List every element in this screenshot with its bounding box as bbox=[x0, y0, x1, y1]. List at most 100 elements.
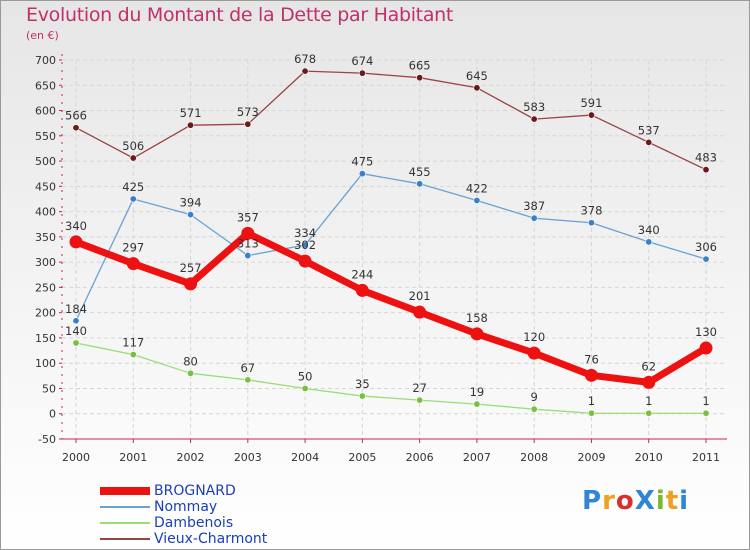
data-label-nommay: 306 bbox=[695, 240, 717, 254]
x-tick-label: 2006 bbox=[406, 451, 434, 464]
data-label-dambenois: 67 bbox=[240, 361, 255, 375]
data-point-dambenois bbox=[645, 409, 653, 417]
x-tick-label: 2010 bbox=[635, 451, 663, 464]
y-tick-label: 200 bbox=[35, 307, 56, 320]
data-point-brognard bbox=[642, 375, 656, 389]
data-point-vieux-charmont bbox=[530, 115, 538, 123]
y-tick-label: 650 bbox=[35, 79, 56, 92]
y-tick-label: 150 bbox=[35, 332, 56, 345]
data-point-nommay bbox=[473, 196, 481, 204]
data-point-dambenois bbox=[416, 396, 424, 404]
data-point-brognard bbox=[355, 283, 369, 297]
data-point-brognard bbox=[69, 235, 83, 249]
y-tick-label: 450 bbox=[35, 180, 56, 193]
logo-letter: X bbox=[634, 486, 656, 516]
data-point-vieux-charmont bbox=[187, 121, 195, 129]
x-tick-label: 2002 bbox=[177, 451, 205, 464]
data-label-vieux-charmont: 583 bbox=[523, 100, 545, 114]
data-point-vieux-charmont bbox=[358, 69, 366, 77]
data-label-dambenois: 50 bbox=[298, 369, 313, 383]
data-label-vieux-charmont: 591 bbox=[580, 96, 602, 110]
logo-letter: r bbox=[602, 486, 616, 516]
x-tick-label: 2009 bbox=[577, 451, 605, 464]
series-group bbox=[69, 67, 713, 417]
series-line-vieux-charmont bbox=[75, 70, 707, 171]
data-point-brognard bbox=[470, 327, 484, 341]
data-label-brognard: 257 bbox=[180, 261, 202, 275]
data-label-nommay: 425 bbox=[122, 180, 144, 194]
data-label-dambenois: 27 bbox=[412, 381, 427, 395]
data-label-brognard: 244 bbox=[351, 267, 373, 281]
series-line-nommay bbox=[75, 173, 707, 322]
chart-subtitle: (en €) bbox=[26, 29, 59, 42]
data-point-nommay bbox=[416, 180, 424, 188]
legend-label-dambenois: Dambenois bbox=[154, 515, 234, 531]
data-label-vieux-charmont: 566 bbox=[65, 109, 87, 123]
x-tick-labels: 2000 2001 2002 2003 2004 2005 2006 2007 2008 2009… bbox=[62, 451, 720, 464]
x-tick-label: 2011 bbox=[692, 451, 720, 464]
data-point-vieux-charmont bbox=[301, 67, 309, 75]
data-label-vieux-charmont: 571 bbox=[180, 106, 202, 120]
data-point-vieux-charmont bbox=[587, 111, 595, 119]
y-tick-label: 350 bbox=[35, 231, 56, 244]
data-point-vieux-charmont bbox=[702, 166, 710, 174]
data-label-dambenois: 19 bbox=[470, 385, 485, 399]
data-label-nommay: 394 bbox=[180, 196, 202, 210]
data-point-brognard bbox=[527, 346, 541, 360]
legend-swatch-brognard bbox=[100, 487, 150, 495]
data-label-brognard: 120 bbox=[523, 330, 545, 344]
data-label-vieux-charmont: 665 bbox=[409, 59, 431, 73]
x-tick-label: 2005 bbox=[348, 451, 376, 464]
y-tick-label: 300 bbox=[35, 256, 56, 269]
legend-swatch-vieux-charmont bbox=[100, 538, 150, 540]
y-tick-label: 600 bbox=[35, 105, 56, 118]
data-point-brognard bbox=[584, 368, 598, 382]
data-label-vieux-charmont: 678 bbox=[294, 52, 316, 66]
y-tick-labels: -50 0 50 100 150 200 250 300 350 400 450 500 550 600 6… bbox=[35, 54, 56, 446]
data-label-vieux-charmont: 645 bbox=[466, 69, 488, 83]
logo-letter: i bbox=[679, 486, 690, 516]
logo-letter: t bbox=[665, 486, 680, 516]
data-point-dambenois bbox=[129, 351, 137, 359]
legend-label-nommay: Nommay bbox=[154, 499, 218, 515]
data-label-brognard: 201 bbox=[409, 289, 431, 303]
legend-label-brognard: BROGNARD bbox=[154, 483, 236, 499]
y-tick-label: 400 bbox=[35, 206, 56, 219]
data-labels: 340 297 257 357 302 244 201 158 120 76 62 130 184 425… bbox=[65, 52, 717, 408]
x-tick-label: 2008 bbox=[520, 451, 548, 464]
data-point-dambenois bbox=[187, 369, 195, 377]
data-point-dambenois bbox=[587, 409, 595, 417]
data-label-brognard: 340 bbox=[65, 219, 87, 233]
data-point-brognard bbox=[184, 277, 198, 291]
y-tick-label: 250 bbox=[35, 281, 56, 294]
data-point-dambenois bbox=[530, 405, 538, 413]
legend-swatch-dambenois bbox=[100, 522, 150, 524]
data-label-nommay: 378 bbox=[580, 204, 602, 218]
data-point-brognard bbox=[298, 254, 312, 268]
data-point-brognard bbox=[699, 341, 713, 355]
data-point-dambenois bbox=[72, 339, 80, 347]
logo-letter: P bbox=[582, 486, 603, 516]
data-label-brognard: 357 bbox=[237, 210, 259, 224]
data-point-vieux-charmont bbox=[129, 154, 137, 162]
data-point-nommay bbox=[72, 317, 80, 325]
data-point-brognard bbox=[126, 257, 140, 271]
data-label-vieux-charmont: 537 bbox=[638, 123, 660, 137]
data-label-nommay: 184 bbox=[65, 302, 87, 316]
series-line-dambenois bbox=[75, 342, 707, 414]
x-tick-label: 2000 bbox=[62, 451, 90, 464]
data-label-dambenois: 35 bbox=[355, 377, 370, 391]
proxiti-logo: ProXiti bbox=[582, 486, 689, 516]
data-point-dambenois bbox=[244, 376, 252, 384]
data-point-nommay bbox=[358, 170, 366, 178]
y-tick-label: 500 bbox=[35, 155, 56, 168]
data-point-nommay bbox=[702, 255, 710, 263]
y-tick-label: 100 bbox=[35, 357, 56, 370]
data-point-brognard bbox=[413, 305, 427, 319]
data-label-dambenois: 140 bbox=[65, 324, 87, 338]
data-label-dambenois: 1 bbox=[645, 394, 652, 408]
data-point-vieux-charmont bbox=[244, 120, 252, 128]
data-point-nommay bbox=[645, 238, 653, 246]
data-label-vieux-charmont: 573 bbox=[237, 105, 259, 119]
y-tick-label: -50 bbox=[38, 433, 56, 446]
